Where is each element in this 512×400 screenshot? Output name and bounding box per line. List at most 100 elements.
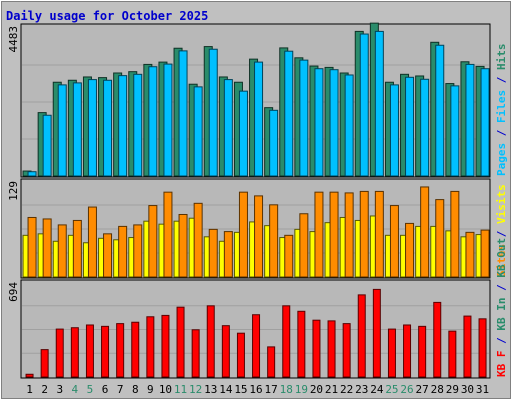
bar-sites-day-4 (72, 219, 82, 278)
x-tick-day-23: 23 (355, 383, 368, 396)
bar-kb-f-day-21 (327, 320, 336, 378)
bar-kb-f-day-27 (418, 325, 427, 378)
x-tick-day-21: 21 (325, 383, 338, 396)
x-tick-day-2: 2 (41, 383, 48, 396)
legend-top: Pages / Files / Hits (495, 44, 508, 177)
bar-kb-f-day-1 (25, 373, 34, 378)
x-tick-day-27: 27 (416, 383, 429, 396)
bar-kb-f-day-2 (40, 349, 49, 378)
bar-kb-f-day-6 (101, 325, 110, 378)
x-tick-day-9: 9 (147, 383, 154, 396)
bar-kb-f-day-26 (403, 324, 412, 378)
bar-sites-day-1 (27, 216, 37, 278)
bar-kb-f-day-31 (478, 318, 487, 378)
bar-kb-f-day-4 (70, 327, 79, 378)
bar-kb-f-day-30 (463, 315, 472, 378)
bar-files-day-5 (87, 79, 97, 177)
bar-files-day-7 (118, 75, 128, 177)
bar-files-day-15 (238, 90, 248, 177)
bar-files-day-1 (27, 171, 37, 177)
bar-files-day-13 (208, 48, 218, 177)
bar-sites-day-5 (87, 206, 97, 278)
bar-sites-day-31 (480, 229, 490, 278)
x-tick-day-30: 30 (461, 383, 474, 396)
legend-top-part-0: Pages (495, 143, 508, 176)
x-tick-day-24: 24 (370, 383, 384, 396)
bar-kb-f-day-23 (357, 294, 366, 378)
bar-sites-day-6 (103, 233, 113, 278)
bar-kb-f-day-5 (85, 324, 94, 378)
bar-sites-day-20 (314, 191, 324, 278)
x-tick-day-6: 6 (102, 383, 109, 396)
bar-sites-day-7 (118, 225, 128, 278)
bar-sites-day-15 (238, 191, 248, 278)
bar-files-day-8 (133, 73, 143, 177)
bar-sites-day-25 (389, 205, 399, 278)
bar-sites-day-12 (193, 202, 203, 278)
legend-mid: Sites / Visits (495, 184, 508, 277)
bar-sites-day-23 (359, 190, 369, 278)
legend-mid-part-0: Sites (495, 244, 508, 277)
bar-sites-day-29 (450, 190, 460, 278)
bar-kb-f-day-19 (297, 310, 306, 378)
bar-files-day-19 (299, 59, 309, 177)
x-axis-ticks: 1 2 3 4 5 6 7 8 9 10 11 12 13 14 15 16 17 18 19 20 21 22 23 24 2… (26, 383, 489, 396)
bar-sites-day-19 (299, 213, 309, 278)
bar-kb-f-day-24 (372, 288, 381, 378)
ymax-mid-label: 129 (7, 181, 20, 201)
x-tick-day-28: 28 (431, 383, 444, 396)
x-tick-day-7: 7 (117, 383, 124, 396)
bar-files-day-16 (254, 61, 264, 177)
bar-files-day-20 (314, 68, 324, 177)
legend-bot: KB F / KB In / KB Out (495, 238, 508, 377)
bar-kb-f-day-8 (131, 321, 140, 378)
x-tick-day-29: 29 (446, 383, 459, 396)
x-tick-day-14: 14 (219, 383, 233, 396)
x-tick-day-20: 20 (310, 383, 323, 396)
bar-sites-day-22 (344, 192, 354, 278)
bar-kb-f-day-13 (206, 305, 215, 378)
bar-sites-day-9 (148, 205, 158, 278)
bar-sites-day-14 (223, 231, 233, 278)
bar-sites-day-10 (163, 191, 173, 278)
bar-sites-day-24 (374, 190, 384, 278)
legend-top-part-3: / (495, 70, 508, 90)
bar-files-day-10 (163, 63, 173, 177)
legend-top-part-2: Files (495, 90, 508, 123)
bar-files-day-24 (374, 30, 384, 177)
bar-sites-day-8 (133, 224, 143, 278)
bar-files-day-23 (359, 33, 369, 177)
legend-top-part-1: / (495, 123, 508, 143)
x-tick-day-31: 31 (476, 383, 489, 396)
x-tick-day-1: 1 (26, 383, 33, 396)
x-tick-day-18: 18 (280, 383, 293, 396)
x-tick-day-11: 11 (174, 383, 187, 396)
bar-files-day-31 (480, 68, 490, 177)
x-tick-day-26: 26 (400, 383, 413, 396)
bar-files-day-12 (193, 86, 203, 177)
bar-kb-f-day-29 (448, 330, 457, 378)
bar-files-day-3 (57, 84, 67, 177)
x-tick-day-10: 10 (159, 383, 172, 396)
legend-mid-part-2: Visits (495, 184, 508, 224)
bar-sites-day-16 (254, 195, 264, 278)
bar-files-day-21 (329, 69, 339, 177)
bar-sites-day-17 (269, 204, 279, 278)
bar-files-day-11 (178, 50, 188, 177)
legend-bot-part-2: KB In (495, 298, 508, 331)
ymax-bot-label: 694 (7, 282, 20, 302)
bar-files-day-6 (103, 79, 113, 177)
bar-sites-day-26 (405, 222, 415, 278)
bar-kb-f-day-15 (236, 332, 245, 378)
bar-sites-day-21 (329, 191, 339, 278)
x-tick-day-8: 8 (132, 383, 139, 396)
x-tick-day-25: 25 (385, 383, 398, 396)
bar-kb-f-day-3 (55, 328, 64, 378)
bar-files-day-30 (465, 63, 475, 177)
bar-files-day-26 (405, 76, 415, 177)
bar-kb-f-day-7 (116, 323, 125, 378)
bar-kb-f-day-11 (176, 306, 185, 378)
x-tick-day-12: 12 (189, 383, 202, 396)
